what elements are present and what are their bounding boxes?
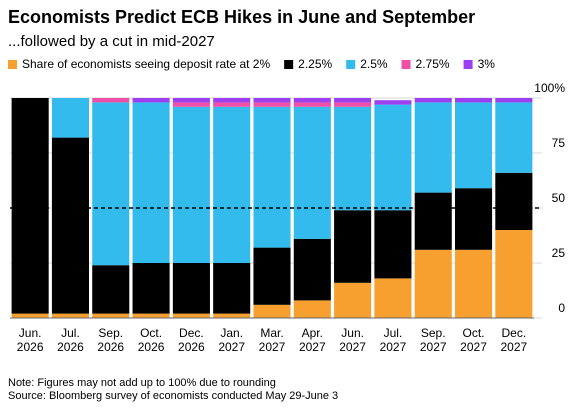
bar-segment (132, 313, 170, 318)
bar-segment (132, 263, 170, 314)
bar-segment (334, 106, 372, 211)
note: Note: Figures may not add up to 100% due… (8, 377, 276, 389)
bar-segment (374, 100, 412, 105)
y-tick-label: 25 (552, 246, 566, 260)
x-tick-label: Mar. 2027 (259, 326, 286, 354)
bar-segment (414, 102, 452, 193)
bar-segment (253, 247, 291, 305)
bar-segment (132, 102, 170, 264)
x-tick-label: Apr. 2027 (299, 326, 326, 354)
chart-title: Economists Predict ECB Hikes in June and… (8, 7, 475, 27)
median-label: Median (12, 194, 48, 206)
y-tick-label: 0 (558, 301, 565, 315)
bar-segment (454, 188, 493, 250)
bar-segment (172, 98, 210, 103)
bar-segment (11, 313, 49, 318)
bar-segment (293, 300, 331, 318)
bar-segment (253, 106, 291, 248)
bar-segment (92, 313, 130, 318)
bar-segment (293, 238, 331, 301)
x-tick-label: Sep. 2027 (420, 326, 447, 354)
bar-segment (132, 98, 170, 103)
bar-segment (253, 304, 291, 318)
y-tick-label: 50 (552, 191, 566, 205)
legend-swatch (8, 60, 17, 69)
bar-segment (213, 106, 251, 263)
source: Source: Bloomberg survey of economists c… (8, 390, 338, 402)
x-tick-label: Oct. 2026 (138, 326, 165, 354)
x-tick-label: Dec. 2027 (500, 326, 527, 354)
bar-segment (374, 104, 412, 211)
bar-segment (454, 98, 493, 103)
x-tick-label: Jun. 2026 (17, 326, 44, 354)
x-tick-label: Jul. 2027 (380, 326, 407, 354)
x-tick-label: Dec. 2026 (178, 326, 205, 354)
bar-segment (253, 102, 291, 107)
bar-segment (172, 102, 210, 107)
bar-segment (213, 98, 251, 103)
bar-segment (495, 230, 533, 318)
legend-swatch (401, 60, 411, 69)
bar-segment (213, 102, 251, 107)
legend-label: 3% (478, 57, 496, 71)
legend-label: 2.5% (360, 57, 388, 71)
bar-segment (172, 313, 210, 318)
bar-segment (92, 102, 130, 266)
chart-subtitle: ...followed by a cut in mid-2027 (8, 33, 215, 50)
bar-segment (374, 278, 412, 318)
bar-segment (51, 98, 90, 138)
bar-segment (293, 102, 331, 107)
x-tick-label: Oct. 2027 (460, 326, 487, 354)
bar-segment (213, 313, 251, 318)
bar-segment (253, 98, 291, 103)
y-tick-label: 75 (552, 136, 566, 150)
bar-segment (374, 210, 412, 279)
bar-segment (172, 106, 210, 263)
bar-segment (414, 192, 452, 250)
legend-swatch (463, 60, 473, 69)
bar-segment (92, 98, 130, 103)
bar-segment (11, 98, 49, 314)
bar-segment (495, 102, 533, 173)
bar-segment (172, 263, 210, 314)
bar-segment (495, 172, 533, 230)
bar-segment (414, 98, 452, 103)
bar-segment (51, 313, 90, 318)
bar-segment (454, 249, 493, 318)
bar-segment (334, 102, 372, 107)
x-tick-label: Jan. 2027 (218, 326, 245, 354)
bar-segment (51, 137, 90, 314)
y-tick-label: 100% (534, 81, 565, 95)
x-tick-label: Jun. 2027 (339, 326, 366, 354)
bar-segment (293, 106, 331, 239)
bar-segment (293, 98, 331, 103)
legend-swatch (284, 60, 294, 69)
bar-segment (334, 282, 372, 318)
bar-segment (454, 102, 493, 189)
bar-segment (414, 249, 452, 318)
bar-segment (334, 98, 372, 103)
bar-segment (334, 210, 372, 283)
legend-label: 2.25% (298, 57, 332, 71)
bar-segment (495, 98, 533, 103)
x-tick-label: Jul. 2026 (57, 326, 84, 354)
legend-label: Share of economists seeing deposit rate … (22, 57, 270, 71)
legend-swatch (346, 60, 356, 69)
bar-segment (92, 265, 130, 314)
x-tick-label: Sep. 2026 (97, 326, 124, 354)
bar-segment (213, 263, 251, 314)
legend-label: 2.75% (416, 57, 450, 71)
